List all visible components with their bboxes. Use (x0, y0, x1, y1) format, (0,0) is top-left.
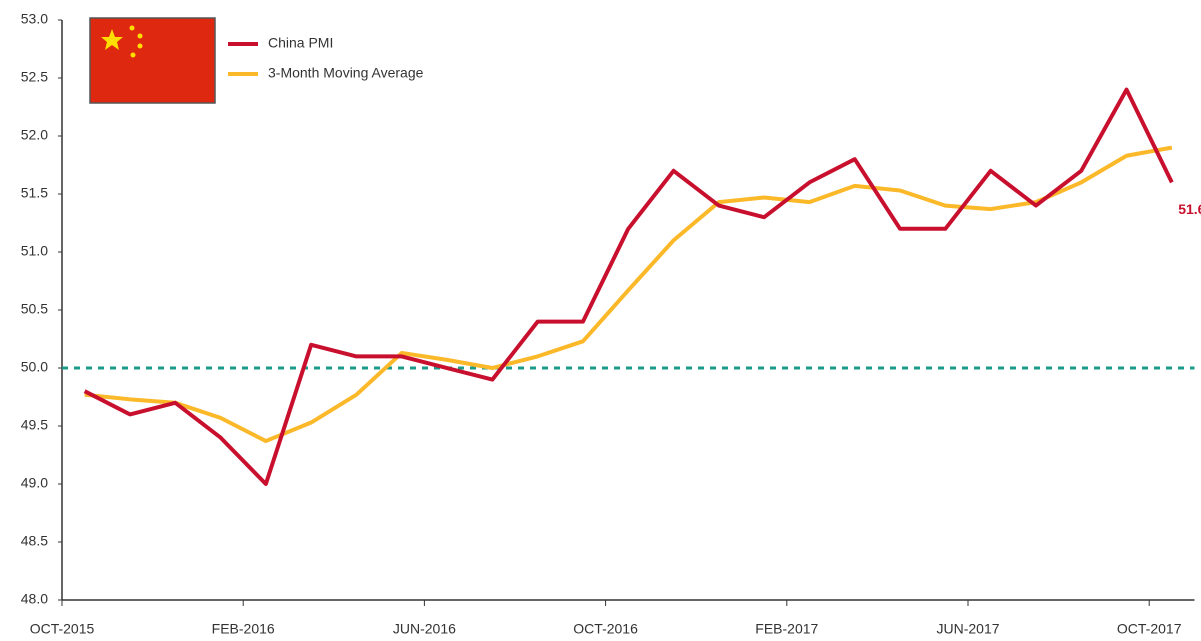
x-tick-label: OCT-2015 (30, 621, 95, 637)
x-tick-label: FEB-2017 (755, 621, 818, 637)
flag-star (101, 29, 123, 50)
legend-label: 3-Month Moving Average (268, 65, 424, 81)
data-label: 51.6 (1178, 201, 1201, 217)
x-tick-label: FEB-2016 (212, 621, 275, 637)
y-tick-label: 49.5 (21, 417, 48, 433)
y-tick-label: 50.0 (21, 359, 48, 375)
x-tick-label: OCT-2017 (1117, 621, 1182, 637)
y-tick-label: 49.0 (21, 475, 48, 491)
flag-star (129, 25, 135, 31)
y-tick-label: 52.5 (21, 69, 48, 85)
x-tick-label: OCT-2016 (573, 621, 638, 637)
y-tick-label: 51.5 (21, 185, 48, 201)
y-tick-label: 53.0 (21, 11, 48, 27)
x-tick-label: JUN-2017 (936, 621, 999, 637)
flag-star (137, 33, 143, 39)
y-tick-label: 48.0 (21, 591, 48, 607)
series-line (83, 87, 1174, 486)
flag (89, 17, 216, 104)
flag-star (137, 43, 143, 49)
legend-label: China PMI (268, 35, 333, 51)
y-tick-label: 50.5 (21, 301, 48, 317)
x-tick-label: JUN-2016 (393, 621, 456, 637)
series-line (84, 145, 1173, 444)
flag-field (89, 17, 216, 104)
y-tick-label: 48.5 (21, 533, 48, 549)
y-tick-label: 51.0 (21, 243, 48, 259)
flag-star (130, 52, 136, 58)
y-tick-label: 52.0 (21, 127, 48, 143)
